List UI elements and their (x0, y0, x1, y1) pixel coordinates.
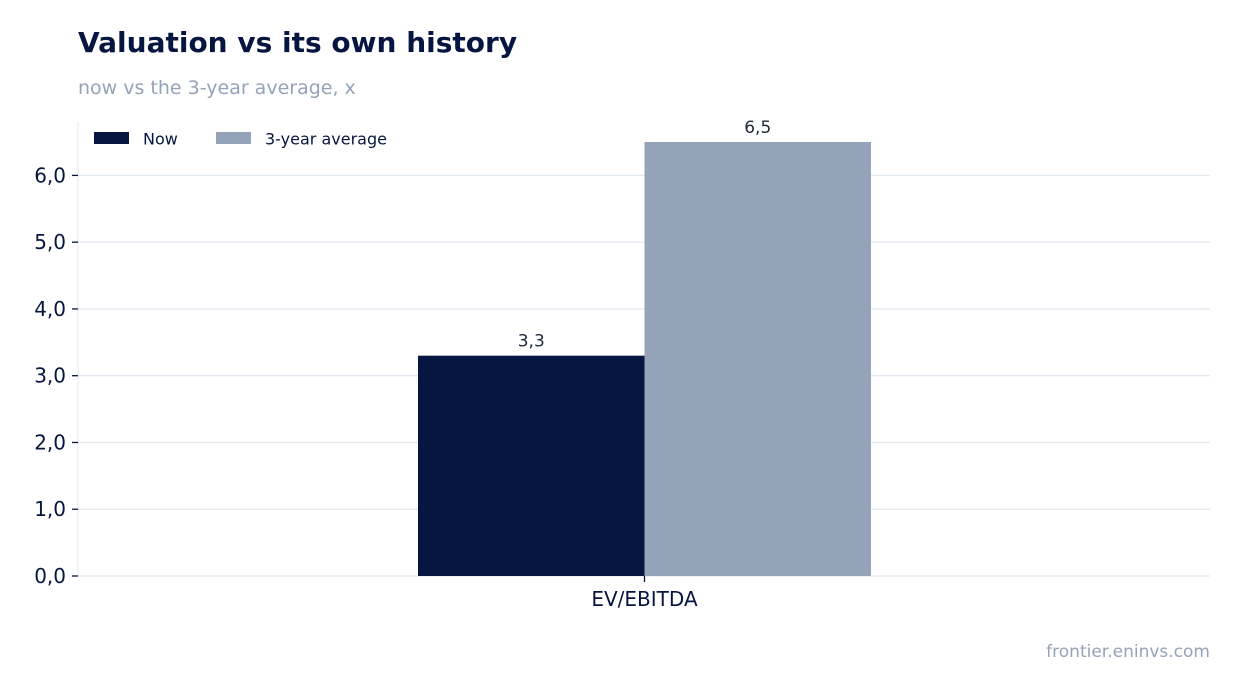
chart-title: Valuation vs its own history (78, 26, 518, 59)
bar-now (418, 355, 645, 576)
legend: Now 3-year average (94, 130, 387, 149)
legend-swatch (94, 132, 129, 144)
y-tick-label: 0,0 (34, 564, 66, 588)
legend-swatch (216, 132, 251, 144)
y-tick-label: 6,0 (34, 163, 66, 187)
legend-label: Now (143, 130, 178, 149)
y-tick-label: 3,0 (34, 364, 66, 388)
x-tick-label: EV/EBITDA (591, 587, 698, 611)
y-tick-label: 2,0 (34, 430, 66, 454)
y-tick-label: 5,0 (34, 230, 66, 254)
legend-label: 3-year average (265, 130, 387, 149)
y-tick-label: 4,0 (34, 297, 66, 321)
data-labels: 3,3 6,5 (518, 118, 772, 352)
bars (418, 142, 871, 576)
data-label: 6,5 (744, 118, 771, 138)
bar-three-year-average (644, 142, 871, 576)
chart-subtitle: now vs the 3-year average, x (78, 77, 356, 99)
y-tick-label: 1,0 (34, 497, 66, 521)
data-label: 3,3 (518, 332, 545, 352)
source-credit: frontier.eninvs.com (1046, 642, 1210, 662)
y-axis: 0,0 1,0 2,0 3,0 4,0 5,0 6,0 EV/EBITDA (34, 122, 698, 611)
